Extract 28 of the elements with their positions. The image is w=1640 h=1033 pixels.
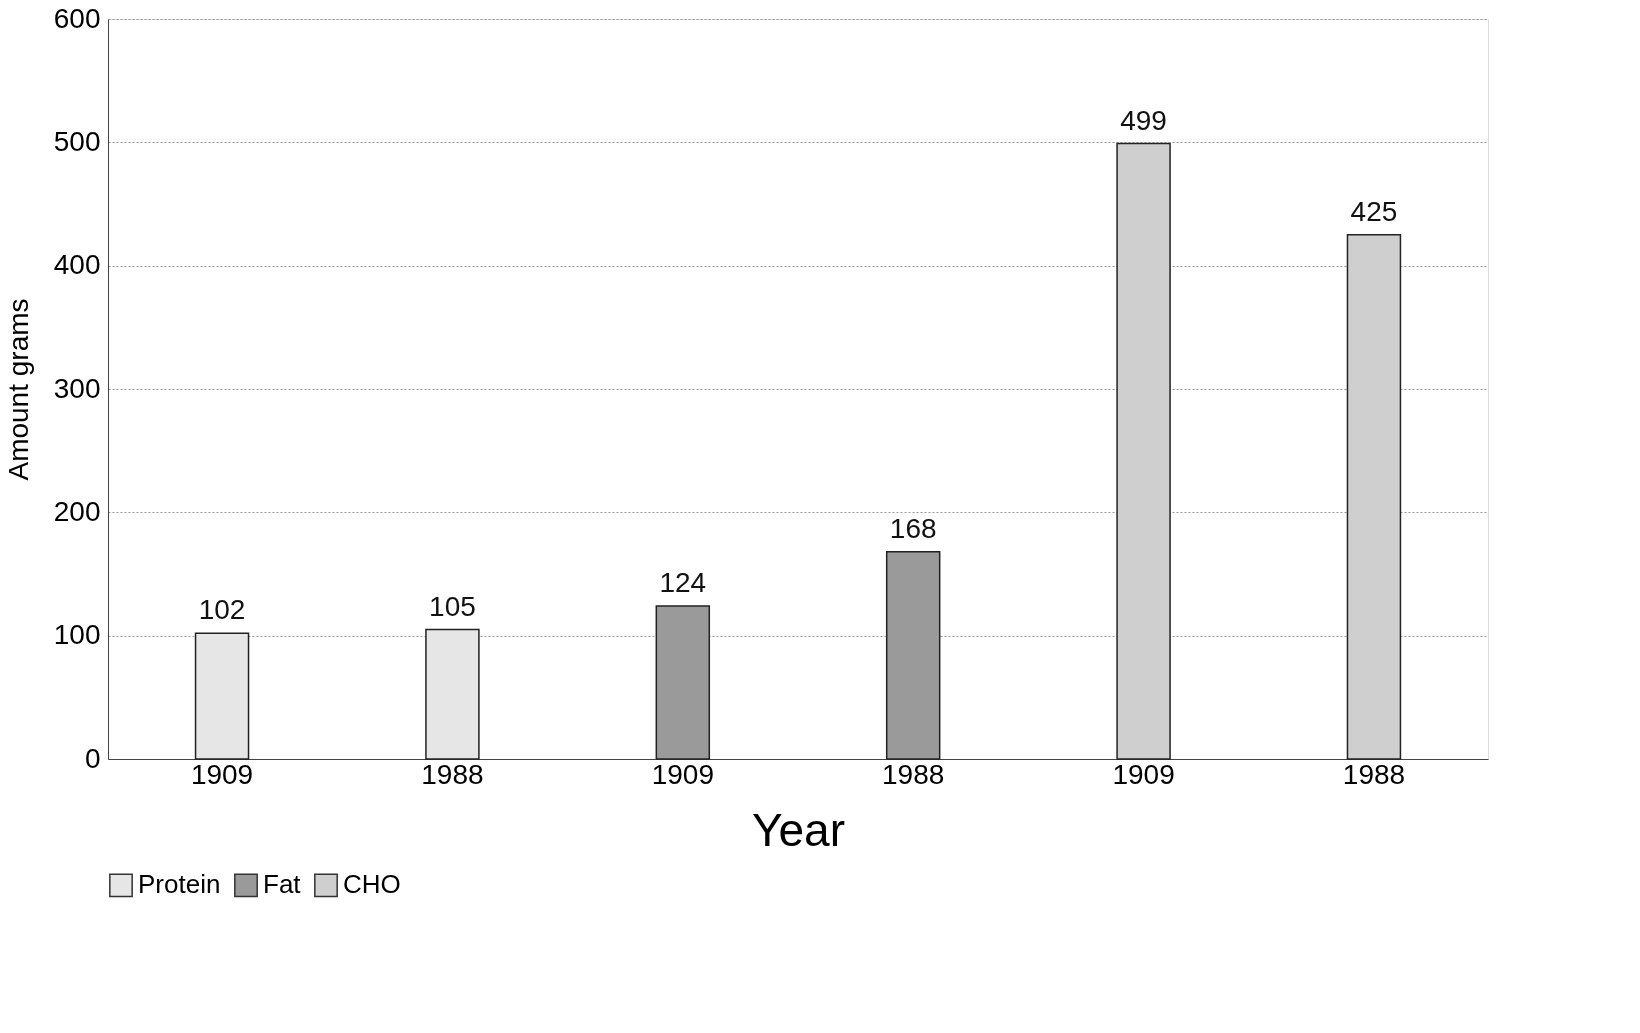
data-label: 102 — [198, 594, 246, 626]
data-label: 499 — [1120, 104, 1167, 136]
y-tick-label: 400 — [53, 249, 101, 281]
x-tick-label: 1909 — [190, 758, 254, 790]
y-tick-label: 500 — [53, 125, 101, 157]
legend-label: Fat — [263, 869, 302, 900]
legend-label: Protein — [138, 869, 221, 900]
y-axis-title: Amount grams — [2, 298, 34, 481]
x-tick-label: 1909 — [1112, 758, 1175, 790]
x-tick-label: 1909 — [651, 758, 714, 790]
y-tick-label: 200 — [53, 495, 101, 527]
y-tick-label: 100 — [53, 619, 101, 651]
x-tick-label: 1988 — [1342, 758, 1406, 790]
legend-label: CHO — [343, 869, 401, 900]
bar — [425, 628, 480, 760]
bar — [194, 632, 250, 760]
y-tick-label: 0 — [84, 742, 101, 774]
x-tick-label: 1988 — [421, 758, 484, 790]
bar — [1116, 142, 1171, 760]
y-tick-label: 600 — [53, 2, 101, 34]
x-tick-label: 1988 — [882, 758, 945, 790]
data-label: 105 — [429, 590, 476, 622]
x-axis-title: Year — [752, 803, 845, 856]
data-label: 124 — [659, 567, 707, 599]
bar — [1346, 234, 1402, 760]
data-label: 168 — [889, 512, 937, 544]
y-tick-label: 300 — [53, 372, 101, 404]
data-label: 425 — [1350, 195, 1398, 227]
